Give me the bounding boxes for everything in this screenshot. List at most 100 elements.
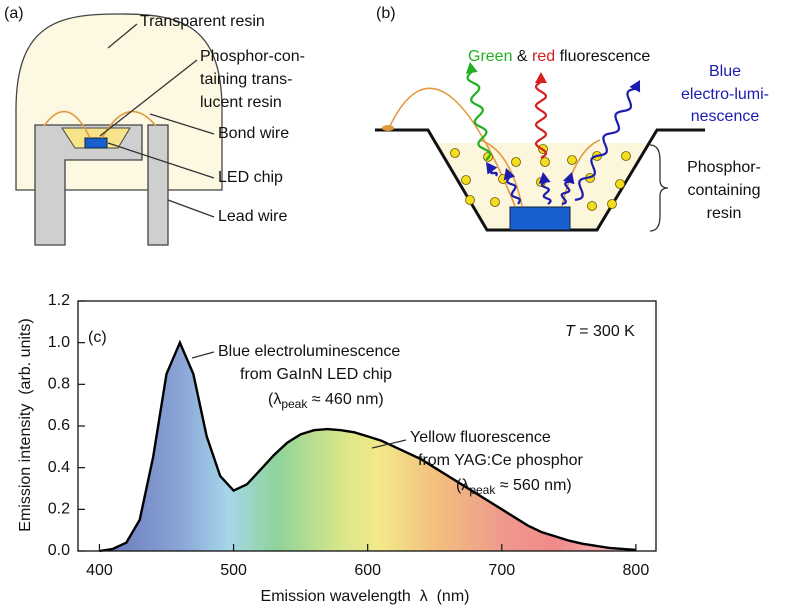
y-tick-label: 0.0 — [48, 542, 70, 559]
diagram-b: (b) Green & red fluorescence Blue electr… — [375, 5, 769, 232]
x-tick-label: 800 — [623, 562, 650, 579]
callout — [167, 199, 215, 218]
label: Transparent resin — [140, 13, 265, 30]
arrow-head — [503, 168, 516, 181]
y-tick-label: 1.0 — [48, 334, 70, 351]
annotation: Blue electroluminescence — [218, 343, 400, 360]
spectrum-line — [99, 339, 636, 553]
x-tick-label: 400 — [86, 562, 113, 579]
wave-arrow — [540, 181, 552, 205]
peak-value: ≈ 560 nm) — [495, 477, 571, 494]
arrow-head — [486, 162, 498, 175]
chart-text: (c) T = 300 K Blue electroluminescence f… — [17, 318, 635, 605]
arrow-head — [465, 62, 478, 74]
lead-right — [147, 124, 169, 246]
y-tick-label: 1.2 — [48, 292, 70, 309]
label: Phosphor-con- — [200, 48, 305, 65]
wave-arrow — [560, 180, 571, 206]
panel-label: (c) — [88, 329, 107, 346]
chart: 0.0 0.2 0.4 0.6 0.8 1.0 1.2 400 500 600 700 800 — [48, 292, 657, 579]
resin-label: Phosphor- — [687, 159, 761, 176]
callout — [191, 351, 215, 359]
subscript: peak — [281, 397, 308, 411]
wave-arrow — [506, 176, 521, 205]
x-tick-label: 700 — [488, 562, 515, 579]
phosphor — [621, 151, 631, 161]
label: LED chip — [218, 169, 283, 186]
label: Bond wire — [218, 125, 289, 142]
y-tick-label: 0.6 — [48, 417, 70, 434]
blue-label: electro-lumi- — [681, 86, 769, 103]
annotation: from YAG:Ce phosphor — [418, 452, 583, 469]
brace — [649, 144, 669, 232]
phosphor — [540, 157, 550, 167]
led-chip — [509, 206, 571, 231]
x-tick-label: 500 — [220, 562, 247, 579]
callout — [149, 113, 215, 135]
annotation: Yellow fluorescence — [410, 429, 551, 446]
x-tick-label: 600 — [354, 562, 381, 579]
peak-value: ≈ 460 nm) — [307, 391, 383, 408]
annotation: (λpeak ≈ 460 nm) — [268, 391, 384, 411]
temperature: T = 300 K — [565, 323, 635, 340]
red: red — [532, 48, 555, 65]
phosphor — [490, 197, 500, 207]
fluorescence-label: Green & red fluorescence — [468, 48, 650, 65]
phosphor — [450, 148, 460, 158]
y-tick-label: 0.8 — [48, 376, 70, 393]
x-axis-label: Emission wavelength λ (nm) — [261, 588, 470, 605]
y-tick-label: 0.4 — [48, 459, 70, 476]
y-axis-label: Emission intensity (arb. units) — [17, 318, 34, 531]
callout — [107, 142, 215, 179]
phosphor — [567, 155, 577, 165]
green: Green — [468, 48, 512, 65]
wave-arrow — [490, 169, 498, 177]
callout — [107, 23, 138, 49]
phosphor — [461, 175, 471, 185]
blue-label: nescence — [691, 108, 760, 125]
bond-wire — [479, 139, 523, 207]
panel-label: (b) — [376, 5, 396, 22]
lead-left — [34, 124, 143, 246]
arrow-head — [538, 172, 551, 184]
phosphor — [465, 195, 475, 205]
phosphor — [587, 201, 597, 211]
area-fill — [99, 342, 636, 551]
bond-wire — [561, 139, 601, 207]
wave-arrow — [534, 81, 548, 159]
label: Lead wire — [218, 208, 287, 225]
callout — [99, 59, 198, 137]
t-value: = 300 K — [575, 323, 635, 340]
resin-label: containing — [688, 182, 761, 199]
panel-label: (a) — [4, 5, 24, 22]
y-tick-label: 0.2 — [48, 501, 70, 518]
wave-arrow — [466, 71, 492, 161]
lambda: (λ — [456, 477, 469, 494]
phosphor — [511, 157, 521, 167]
callout — [371, 439, 407, 449]
arrow-head — [629, 80, 641, 93]
phosphor — [615, 179, 625, 189]
label: lucent resin — [200, 94, 282, 111]
arrow-head — [535, 72, 547, 83]
lambda: (λ — [268, 391, 281, 408]
annotation: (λpeak ≈ 560 nm) — [456, 477, 572, 497]
resin-label: resin — [707, 205, 742, 222]
blue-label: Blue — [709, 63, 741, 80]
arrow-head — [562, 172, 575, 185]
label: taining trans- — [200, 71, 293, 88]
bond-wire — [388, 87, 516, 207]
subscript: peak — [469, 483, 496, 497]
fluorescence: fluorescence — [555, 48, 650, 65]
annotation: from GaInN LED chip — [240, 366, 392, 383]
led-chip — [84, 137, 108, 149]
bond-wire — [43, 110, 91, 139]
diagram-a: (a) Transparent resin Phosphor-con- tain… — [4, 5, 305, 246]
pad — [382, 125, 394, 131]
t-symbol: T — [565, 323, 576, 340]
amp: & — [512, 48, 532, 65]
phosphor — [607, 199, 617, 209]
wave-arrow — [574, 87, 636, 202]
